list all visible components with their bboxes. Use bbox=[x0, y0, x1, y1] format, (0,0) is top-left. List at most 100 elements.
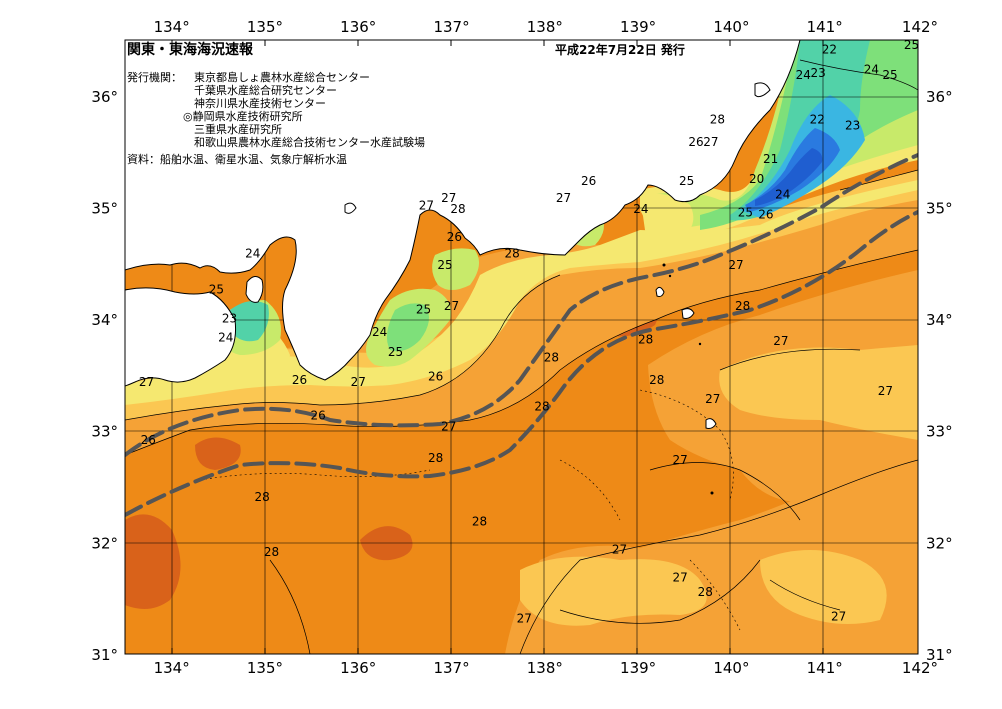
sea-zone-19-kanto bbox=[755, 148, 823, 206]
isotherm-label: 28 bbox=[264, 545, 279, 559]
longitude-label: 136° bbox=[340, 659, 376, 677]
isotherm-label: 28 bbox=[505, 247, 520, 261]
land-miyake bbox=[705, 418, 717, 429]
isotherm-label: 26 bbox=[581, 174, 596, 188]
land-honshu bbox=[125, 40, 801, 381]
longitude-label: 136° bbox=[340, 18, 376, 36]
longitude-label: 142° bbox=[902, 18, 938, 36]
isotherm-label: 28 bbox=[450, 202, 465, 216]
isotherm-label: 25 bbox=[416, 303, 431, 317]
sea-zone-24-mikawa bbox=[432, 248, 479, 290]
longitude-label: 134° bbox=[154, 18, 190, 36]
latitude-label: 31° bbox=[91, 646, 118, 664]
longitude-label: 139° bbox=[620, 18, 656, 36]
isotherm-label: 27 bbox=[831, 610, 846, 624]
data-sources: 資料：船舶水温、衛星水温、気象庁解析水温 bbox=[127, 152, 347, 166]
isotherm-label: 24 bbox=[633, 202, 648, 216]
latitude-labels-right: 36° 35° 34° 33° 32° 31° bbox=[926, 88, 953, 664]
latitude-label: 31° bbox=[926, 646, 953, 664]
issuers-label: 発行機関： bbox=[127, 70, 182, 84]
land-shikoku bbox=[125, 287, 236, 387]
land-niijima bbox=[655, 286, 665, 297]
issuer-item: 神奈川県水産技術センター bbox=[194, 96, 326, 110]
isotherm-label: 21 bbox=[763, 152, 778, 166]
issuer-item: 和歌山県農林水産総合技術センター水産試験場 bbox=[194, 135, 425, 149]
sea-zone-26-southeast bbox=[760, 550, 887, 624]
isotherm-label: 25 bbox=[679, 174, 694, 188]
longitude-label: 135° bbox=[247, 659, 283, 677]
info-panel: 関東・東海海況速報 平成22年7月22日 発行 発行機関： 東京都島しょ農林水産… bbox=[127, 41, 685, 166]
isotherm-dotted-lines bbox=[199, 389, 741, 631]
longitude-label: 137° bbox=[433, 18, 469, 36]
issuer-item: 三重県水産研究所 bbox=[194, 122, 282, 136]
isotherm-label: 25 bbox=[904, 38, 919, 52]
latitude-label: 36° bbox=[91, 88, 118, 106]
isotherm-label: 20 bbox=[749, 172, 764, 186]
longitude-label: 134° bbox=[154, 659, 190, 677]
latitude-label: 35° bbox=[91, 199, 118, 217]
small-islands bbox=[662, 263, 714, 495]
isotherm-label: 25 bbox=[882, 68, 897, 82]
issuer-item: 東京都島しょ農林水産総合センター bbox=[194, 70, 370, 84]
isotherm-label: 22 bbox=[810, 113, 825, 127]
axis-ticks bbox=[171, 40, 824, 654]
isotherm-label: 27 bbox=[419, 199, 434, 213]
isotherm-label: 28 bbox=[544, 351, 559, 365]
latitude-label: 34° bbox=[91, 311, 118, 329]
isotherm-label: 28 bbox=[472, 515, 487, 529]
isotherm-label: 25 bbox=[738, 205, 753, 219]
isotherm-label: 27 bbox=[441, 191, 456, 205]
isotherm-label: 27 bbox=[139, 375, 154, 389]
sea-zone-23-ise bbox=[386, 303, 429, 352]
isotherm-label: 23 bbox=[845, 118, 860, 132]
isotherm-lines bbox=[125, 59, 918, 654]
latitude-label: 36° bbox=[926, 88, 953, 106]
isotherm-label: 26 bbox=[141, 433, 156, 447]
map-title: 関東・東海海況速報 bbox=[127, 41, 254, 58]
longitude-label: 138° bbox=[527, 659, 563, 677]
latitude-label: 32° bbox=[926, 534, 953, 552]
longitude-labels-bottom: 134° 135° 136° 137° 138° 139° 140° 141° 142° bbox=[154, 659, 938, 677]
longitude-label: 142° bbox=[902, 659, 938, 677]
isotherm-label: 24 bbox=[245, 247, 260, 261]
longitude-label: 141° bbox=[807, 659, 843, 677]
longitude-label: 141° bbox=[807, 18, 843, 36]
isotherm-label: 23 bbox=[222, 311, 237, 325]
land bbox=[125, 40, 801, 429]
issuer-item: 千葉県水産総合研究センター bbox=[194, 83, 337, 97]
sea-zone-26-east bbox=[719, 345, 918, 440]
kuroshio-axis bbox=[125, 153, 918, 517]
sea-patch-29 bbox=[125, 514, 181, 609]
isotherm-label: 25 bbox=[388, 345, 403, 359]
isotherm-label: 24 bbox=[218, 330, 233, 344]
isotherm-label: 27 bbox=[351, 375, 366, 389]
isotherm-label: 24 bbox=[864, 62, 879, 76]
isotherm-label: 28 bbox=[735, 299, 750, 313]
land-awaji bbox=[245, 276, 264, 303]
isotherm-label: 27 bbox=[556, 191, 571, 205]
issuer-item: ◎静岡県水産技術研究所 bbox=[183, 109, 303, 123]
isotherm-label: 27 bbox=[672, 570, 687, 584]
isotherm-label: 27 bbox=[878, 384, 893, 398]
latitude-label: 33° bbox=[926, 423, 953, 441]
isotherm-label: 27 bbox=[773, 334, 788, 348]
isotherm-label: 24 bbox=[372, 325, 387, 339]
latitude-labels-left: 36° 35° 34° 33° 32° 31° bbox=[91, 88, 118, 664]
isotherm-label: 27 bbox=[441, 420, 456, 434]
isotherm-label: 25 bbox=[209, 282, 224, 296]
isotherm-label: 26 bbox=[428, 369, 443, 383]
longitude-label: 138° bbox=[527, 18, 563, 36]
land-izu-oshima bbox=[681, 308, 695, 319]
sea-patch-29 bbox=[195, 437, 241, 470]
longitude-label: 140° bbox=[713, 659, 749, 677]
isotherm-label: 28 bbox=[255, 490, 270, 504]
isotherm-label: 26 bbox=[292, 373, 307, 387]
isotherm-label: 24 bbox=[796, 68, 811, 82]
isotherm-label: 27 bbox=[517, 612, 532, 626]
sea-zone-25-sagami bbox=[640, 193, 694, 242]
isotherm-label: 28 bbox=[534, 400, 549, 414]
latitude-label: 33° bbox=[91, 423, 118, 441]
isotherm-label: 27 bbox=[672, 453, 687, 467]
isotherm-label: 25 bbox=[437, 258, 452, 272]
longitude-label: 137° bbox=[433, 659, 469, 677]
